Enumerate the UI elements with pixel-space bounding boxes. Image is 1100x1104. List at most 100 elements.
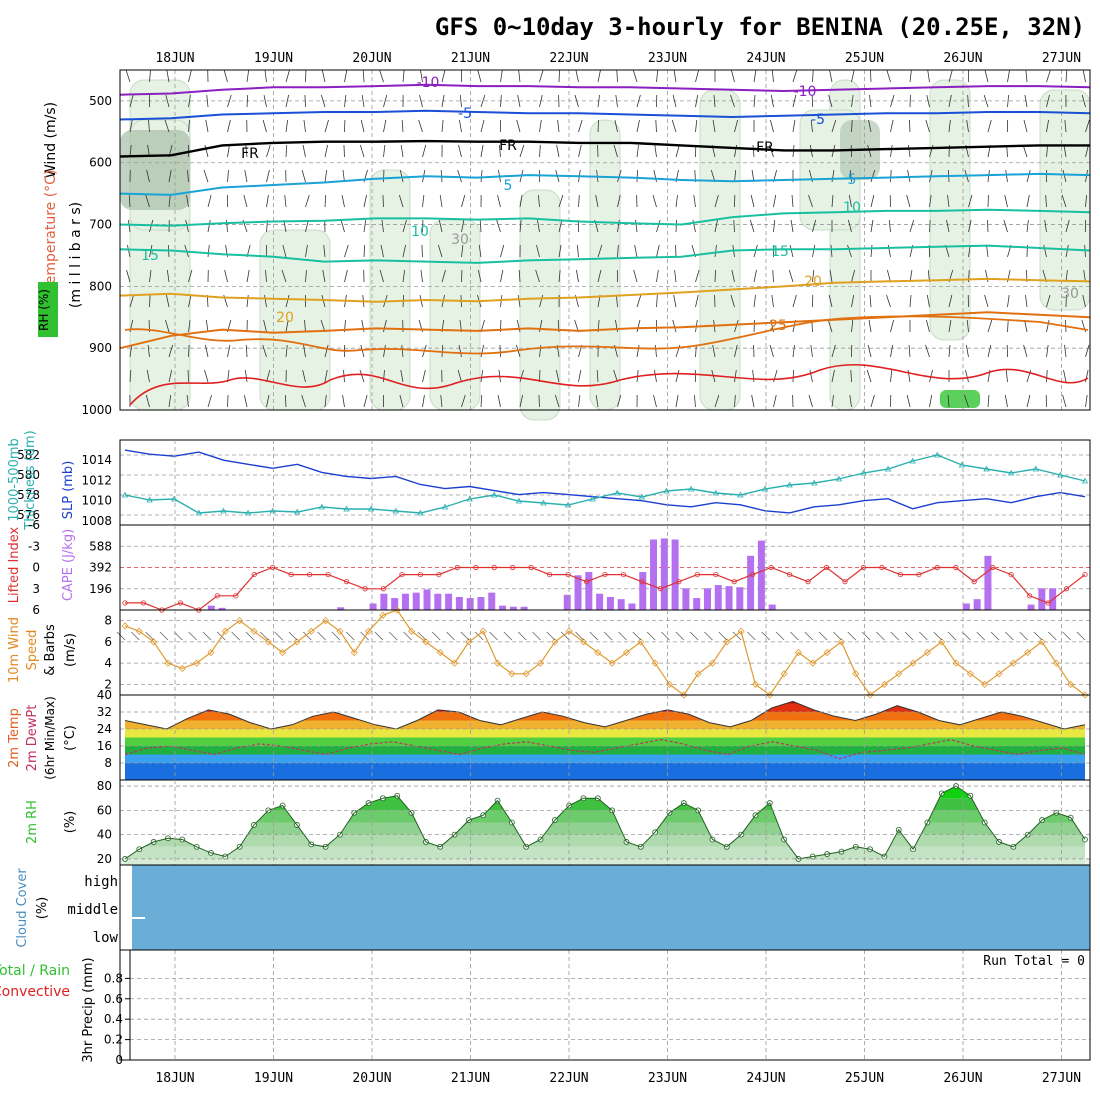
wind-barb-10m [1034, 632, 1042, 640]
wind-barb-10m [318, 632, 326, 640]
contour-label: 20 [804, 274, 822, 290]
wind-barb-10m [1077, 632, 1085, 640]
rh-shade [370, 170, 410, 410]
date-label-top: 19JUN [254, 51, 293, 66]
contour-label: 20 [276, 310, 294, 326]
cape-tick-label: 588 [89, 539, 112, 553]
wind-ylabel-1: 10m Wind [7, 617, 22, 683]
y-tick-label: 6 [104, 635, 112, 649]
y-tick-label: 600 [89, 156, 112, 170]
slp-line [125, 450, 1085, 513]
run-total: Run Total = 0 [983, 954, 1085, 969]
cape-bar [661, 538, 668, 610]
wind-barb-10m [289, 632, 297, 640]
cape-bar [477, 597, 484, 610]
wind-barb-10m [504, 632, 512, 640]
wind-barb-10m [862, 632, 870, 640]
contour-label: 10 [411, 224, 429, 240]
y-tick-label-right: 1012 [81, 473, 112, 487]
rh-band [120, 859, 1090, 865]
wind-barb [189, 345, 190, 357]
wind-barb-10m [389, 632, 397, 640]
wind-barb-10m [275, 632, 283, 640]
cape-bar [693, 598, 700, 610]
upper-ylabel-mb: (m i l l i b a r s) [68, 202, 84, 308]
wind-barb-10m [676, 632, 684, 640]
wind-barb-10m [977, 632, 985, 640]
cape-bar [628, 603, 635, 610]
cape-ylabel: CAPE (J/kg) [61, 529, 76, 601]
cape-bar [704, 588, 711, 610]
cape-bar [499, 606, 506, 610]
wind-barb-10m [776, 632, 784, 640]
rh-shade [430, 220, 480, 410]
cape-tick-label: 196 [89, 582, 112, 596]
wind-barb-10m [590, 632, 598, 640]
wind-barb-10m [618, 632, 626, 640]
contour-label: -5 [811, 112, 825, 128]
cape-bar [639, 572, 646, 610]
wind-barb [987, 220, 988, 232]
chart-title: GFS 0~10day 3-hourly for BENINA (20.25E,… [435, 13, 1085, 41]
cape-bar [380, 594, 387, 610]
date-label-top: 27JUN [1042, 51, 1081, 66]
wind-barb-10m [934, 632, 942, 640]
rh-band [120, 780, 1090, 798]
wind-barb [870, 70, 871, 82]
wind-barb-10m [747, 632, 755, 640]
wind-barb-10m [805, 632, 813, 640]
y-tick-label: 40 [97, 688, 112, 702]
upper-ylabel-rh: RH (%) [37, 289, 51, 331]
y-tick-label: 800 [89, 279, 112, 293]
date-label-bottom: 22JUN [549, 1071, 588, 1086]
cape-tick-label: 392 [89, 561, 112, 575]
wind-barb [383, 195, 384, 207]
wind-barb [422, 245, 423, 257]
wind-barb-10m [117, 632, 125, 640]
wind-barb-10m [547, 632, 555, 640]
wind-barb-10m [704, 632, 712, 640]
contour-label: FR [499, 138, 517, 154]
wind-barb-10m [604, 632, 612, 640]
wind-barb-10m [432, 632, 440, 640]
date-label-bottom: 19JUN [254, 1071, 293, 1086]
cloud-level-label: middle [67, 902, 118, 918]
wind-barb-10m [948, 632, 956, 640]
y-tick-label-right: 1014 [81, 453, 112, 467]
date-label-bottom: 21JUN [451, 1071, 490, 1086]
upper-ylabel-wind: Wind (m/s) [43, 102, 59, 178]
y-tick-label: 900 [89, 341, 112, 355]
slp-ylabel-1: 1000-500mb [7, 438, 22, 522]
contour-label: 15 [141, 248, 159, 264]
wind-barb [539, 395, 540, 407]
cape-bar [564, 595, 571, 610]
wind-barb-10m [346, 632, 354, 640]
rh-shade-green [940, 390, 980, 408]
wind-barb-10m [891, 632, 899, 640]
cape-bar [585, 572, 592, 610]
wind-barb-10m [962, 632, 970, 640]
cape-bar [715, 585, 722, 610]
cape-bar [575, 575, 582, 610]
cape-bar [984, 556, 991, 610]
y-tick-label: 40 [97, 828, 112, 842]
temp-band [120, 755, 1090, 764]
upper-ylabel-temp: Temperature (°C) [43, 170, 59, 292]
wind-barb-10m [375, 632, 383, 640]
cape-bar [596, 594, 603, 610]
precip-frame [120, 950, 1090, 1060]
wind-barb-10m [518, 632, 526, 640]
temp-band [120, 738, 1090, 747]
date-label-top: 22JUN [549, 51, 588, 66]
contour-label: 30 [1061, 286, 1079, 302]
temp-ylabel-2: 2m DewPt [25, 705, 40, 772]
rh-band [120, 810, 1090, 822]
y-tick-label: 700 [89, 218, 112, 232]
wind-barb [676, 220, 677, 232]
cape-bar [402, 594, 409, 610]
y-tick-label: 60 [97, 803, 112, 817]
date-label-top: 25JUN [845, 51, 884, 66]
rh-band [120, 847, 1090, 859]
wind-barb-10m [1048, 632, 1056, 640]
